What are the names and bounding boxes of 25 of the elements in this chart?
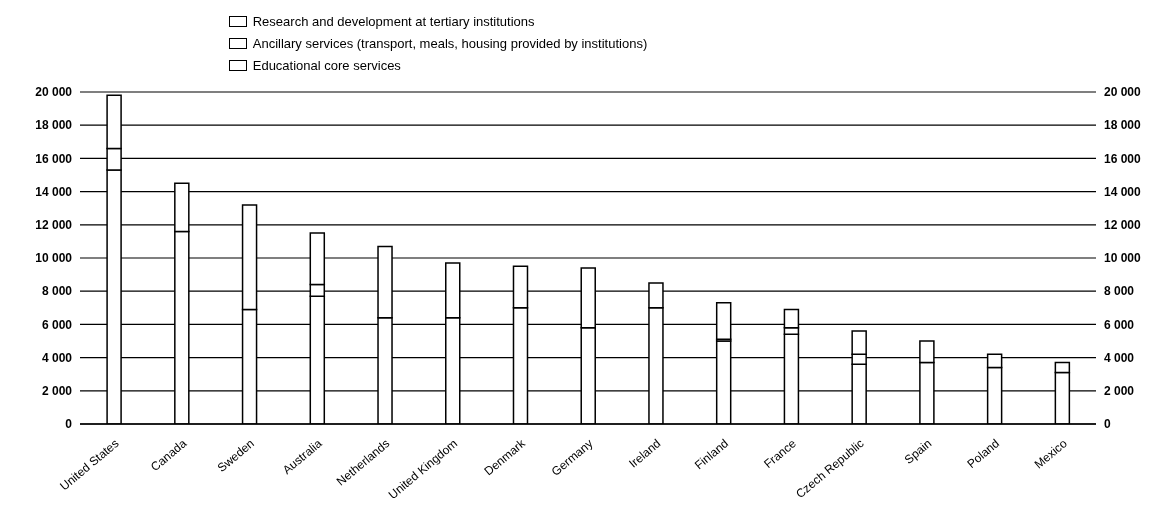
y2-tick-label: 16 000	[1104, 151, 1142, 166]
y-tick-label: 0	[65, 417, 73, 432]
y2-tick-label: 4 000	[1104, 350, 1135, 365]
y2-tick-label: 18 000	[1104, 118, 1142, 133]
y2-tick-label: 0	[1104, 417, 1111, 432]
y-tick-label: 8 000	[41, 284, 73, 299]
y-tick-label: 14 000	[35, 184, 73, 199]
y2-tick-label: 6 000	[1104, 317, 1135, 332]
y-tick-label: 6 000	[41, 317, 73, 332]
y2-tick-label: 8 000	[1104, 284, 1135, 299]
y-tick-label: 20 000	[35, 85, 73, 100]
y-tick-label: 10 000	[35, 251, 73, 266]
y-tick-label: 18 000	[35, 118, 73, 133]
y-tick-label: 12 000	[35, 218, 73, 233]
y2-tick-label: 20 000	[1104, 85, 1142, 100]
legend-label: Educational core services	[252, 57, 401, 73]
legend-label: Ancillary services (transport, meals, housing provided by institutions)	[252, 35, 648, 51]
y-tick-label: 4 000	[41, 350, 73, 365]
y2-tick-label: 10 000	[1104, 251, 1142, 266]
legend-label: Research and development at tertiary institutions	[252, 13, 535, 29]
y2-tick-label: 12 000	[1104, 218, 1142, 233]
y-tick-label: 16 000	[35, 151, 73, 166]
y2-tick-label: 14 000	[1104, 184, 1142, 199]
y2-tick-label: 2 000	[1104, 384, 1135, 399]
y-tick-label: 2 000	[41, 384, 73, 399]
